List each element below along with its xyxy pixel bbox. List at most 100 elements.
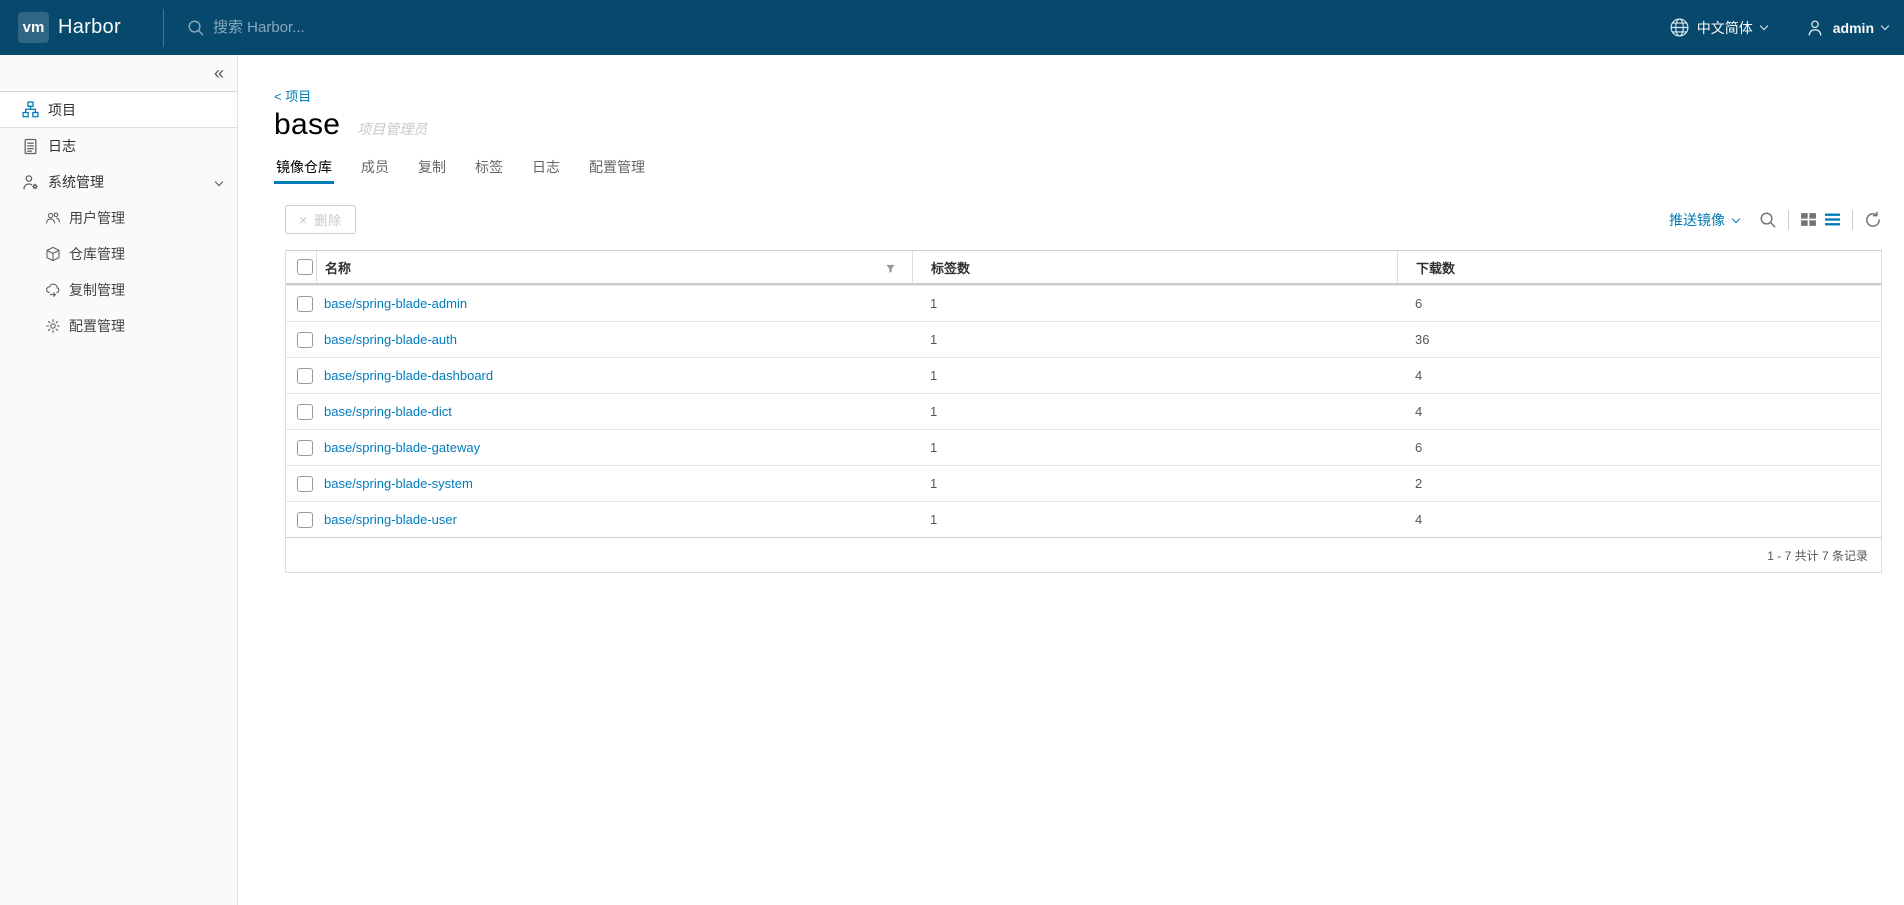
repository-section: × 删除 推送镜像 [285,205,1882,573]
pulls-count: 4 [1415,368,1423,383]
logs-icon [22,138,39,155]
sidebar-item-registries[interactable]: 仓库管理 [0,236,237,272]
tags-count: 1 [930,404,938,419]
tab-configuration[interactable]: 配置管理 [589,159,645,175]
repo-link[interactable]: base/spring-blade-dashboard [324,368,494,383]
chevron-down-icon [1880,21,1890,31]
pulls-count: 4 [1415,404,1423,419]
tags-count: 1 [930,332,938,347]
chevron-down-icon [1759,21,1769,31]
chevron-down-icon [1731,214,1741,223]
row-checkbox[interactable] [297,331,313,348]
repo-link[interactable]: base/spring-blade-system [324,476,473,491]
tags-count: 1 [930,296,938,311]
row-checkbox[interactable] [297,367,313,384]
sidebar-item-label: 项目 [48,101,76,118]
tab-logs[interactable]: 日志 [532,159,560,175]
tags-count: 1 [930,440,938,455]
delete-button[interactable]: × 删除 [285,205,357,234]
toolbar: × 删除 推送镜像 [285,205,1882,234]
column-header-name[interactable]: 名称 [316,251,912,283]
pulls-count: 6 [1415,296,1423,311]
row-checkbox[interactable] [297,511,313,528]
card-view-icon[interactable] [1800,211,1817,228]
sidebar-item-administration[interactable]: 系统管理 [0,164,237,200]
pulls-count: 36 [1415,332,1430,347]
tab-labels[interactable]: 标签 [475,159,503,175]
row-checkbox[interactable] [297,403,313,420]
search-repositories-icon[interactable] [1758,210,1777,229]
sidebar-item-logs[interactable]: 日志 [0,128,237,164]
role-badge: 项目管理员 [357,121,428,137]
row-checkbox[interactable] [297,475,313,492]
sidebar-item-label: 配置管理 [69,318,125,334]
column-header-label: 下载数 [1416,260,1456,276]
push-image-button[interactable]: 推送镜像 [1669,210,1741,230]
table-row: base/spring-blade-auth 1 36 [286,321,1881,357]
repositories-table: 名称 标签数 下载数 [285,250,1882,573]
table-footer: 1 - 7 共计 7 条记录 [286,537,1881,572]
select-all-checkbox[interactable] [297,259,313,275]
brand-area: vm Harbor [0,12,163,43]
list-view-icon[interactable] [1824,211,1841,228]
admin-user-gear-icon [22,174,39,191]
tab-repositories[interactable]: 镜像仓库 [274,151,334,184]
projects-icon [22,101,39,118]
table-row: base/spring-blade-user 1 4 [286,501,1881,537]
sidebar-item-replications[interactable]: 复制管理 [0,272,237,308]
user-icon [1805,18,1825,38]
tags-count: 1 [930,512,938,527]
tab-replication[interactable]: 复制 [418,159,446,175]
push-image-label: 推送镜像 [1669,211,1725,228]
user-menu[interactable]: admin [1805,18,1890,38]
gear-icon [45,318,61,334]
column-header-tags[interactable]: 标签数 [912,251,1397,283]
sidebar-item-projects[interactable]: 项目 [0,92,237,128]
body-row: « 项目 日志 [0,55,1904,905]
page-title: base [274,108,341,141]
table-header-row: 名称 标签数 下载数 [286,251,1881,285]
vmware-logo[interactable]: vm [18,12,49,43]
table-row: base/spring-blade-system 1 2 [286,465,1881,501]
sidebar-item-label: 用户管理 [69,210,125,226]
refresh-icon[interactable] [1864,210,1882,229]
table-row: base/spring-blade-dict 1 4 [286,393,1881,429]
repo-link[interactable]: base/spring-blade-gateway [324,440,481,455]
select-all-cell [286,251,316,283]
sidebar-item-configuration[interactable]: 配置管理 [0,308,237,344]
record-count: 1 - 7 共计 7 条记录 [1767,548,1868,563]
row-checkbox[interactable] [297,295,313,312]
table-row: base/spring-blade-admin 1 6 [286,285,1881,321]
sidebar-item-users[interactable]: 用户管理 [0,200,237,236]
tab-bar: 镜像仓库 成员 复制 标签 日志 配置管理 [274,151,1882,184]
row-checkbox[interactable] [297,439,313,456]
tab-members[interactable]: 成员 [361,159,389,175]
tags-count: 1 [930,368,938,383]
sidebar: « 项目 日志 [0,55,238,905]
repo-link[interactable]: base/spring-blade-user [324,512,457,527]
repo-link[interactable]: base/spring-blade-auth [324,332,457,347]
sidebar-collapse-row: « [0,55,237,92]
search-input[interactable] [213,19,633,36]
pulls-count: 4 [1415,512,1423,527]
breadcrumb-projects-link[interactable]: < 项目 [274,89,312,104]
title-row: base 项目管理员 [274,108,1882,142]
column-header-label: 名称 [325,260,352,276]
repo-link[interactable]: base/spring-blade-admin [324,296,468,311]
column-header-pulls[interactable]: 下载数 [1397,251,1881,283]
table-row: base/spring-blade-gateway 1 6 [286,429,1881,465]
main-content: < 项目 base 项目管理员 镜像仓库 成员 复制 标签 日志 配置管理 × … [238,55,1904,905]
filter-icon[interactable] [885,262,896,277]
user-label: admin [1832,19,1874,36]
collapse-sidebar-icon[interactable]: « [213,63,224,83]
repo-link[interactable]: base/spring-blade-dict [324,404,452,419]
header-right: 中文简体 admin [1669,17,1904,38]
chevron-down-icon [214,177,224,187]
toolbar-divider [1788,209,1789,230]
users-icon [45,210,61,226]
sidebar-item-label: 系统管理 [48,174,104,190]
brand-title: Harbor [58,16,121,38]
language-menu[interactable]: 中文简体 [1669,17,1769,38]
toolbar-divider [1852,209,1853,230]
